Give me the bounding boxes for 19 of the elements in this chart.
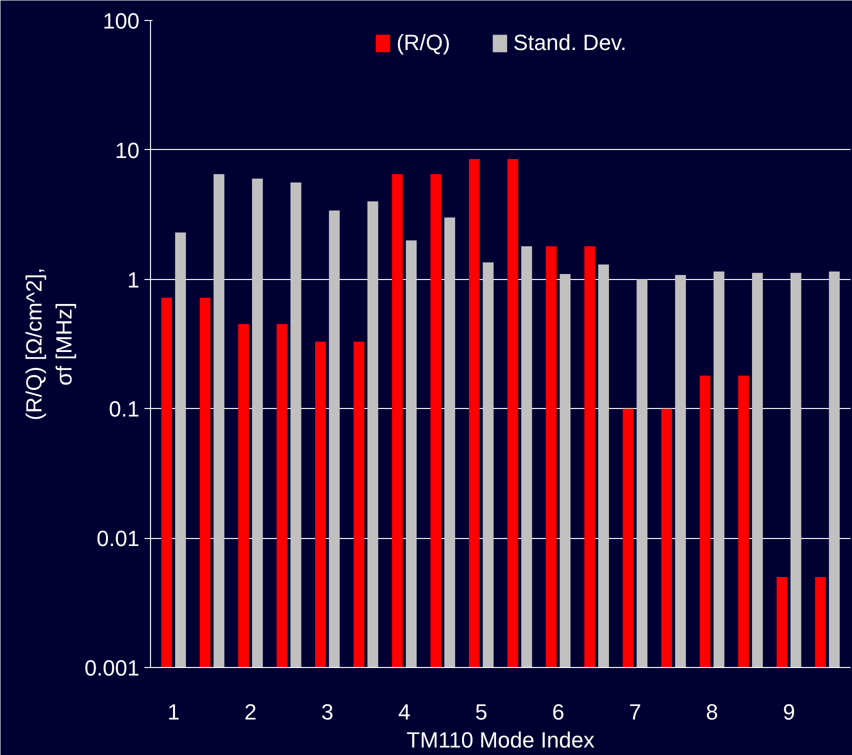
y-tick-label: 1 [127, 267, 140, 292]
y-tick-label: 0.001 [84, 656, 140, 680]
x-tick-label: 3 [321, 700, 334, 724]
legend-label: (R/Q) [396, 30, 450, 56]
legend-label: Stand. Dev. [513, 30, 627, 56]
x-tick-label: 9 [782, 700, 796, 724]
x-tick-label: 6 [552, 700, 564, 724]
x-tick-label: 5 [475, 700, 488, 724]
y-tick-label: 100 [102, 8, 140, 34]
x-tick-label: 7 [629, 700, 642, 724]
y-tick-label: 0.01 [96, 526, 140, 552]
x-axis-title: TM110 Mode Index [406, 728, 594, 752]
x-tick-label: 2 [244, 700, 257, 724]
y-tick-label: 0.1 [108, 396, 140, 422]
x-tick-label: 4 [398, 700, 410, 724]
y-tick-label: 10 [115, 138, 140, 163]
x-tick-label: 1 [167, 700, 180, 724]
y-axis-title: (R/Q) [Ω/cm^2], σf [MHz] [21, 268, 76, 420]
x-tick-label: 8 [706, 700, 718, 724]
